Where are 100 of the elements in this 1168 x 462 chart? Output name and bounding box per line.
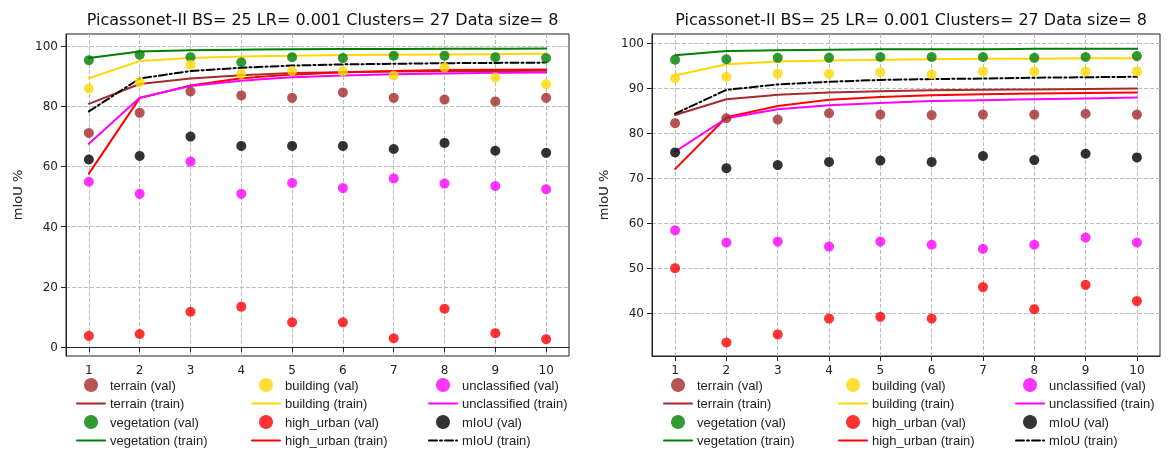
point — [824, 52, 835, 63]
x-tick-label: 3 — [186, 363, 195, 377]
point — [287, 66, 298, 77]
legend-label: vegetation (val) — [110, 414, 199, 430]
point — [541, 334, 552, 345]
legend-label: terrain (train) — [110, 396, 185, 411]
legend-label: mIoU (train) — [1049, 433, 1118, 448]
point — [1131, 296, 1142, 307]
point — [287, 52, 298, 63]
point — [772, 68, 783, 79]
x-tick-label: 3 — [773, 363, 782, 377]
y-axis-title: mIoU % — [10, 169, 26, 221]
point — [926, 156, 937, 167]
point — [977, 282, 988, 293]
point — [490, 180, 501, 191]
legend-label: mIoU (train) — [462, 433, 531, 448]
y-tick-label: 50 — [628, 261, 644, 276]
point — [83, 176, 94, 187]
point — [337, 140, 348, 151]
point — [236, 57, 247, 68]
point — [236, 188, 247, 199]
point — [1131, 51, 1142, 62]
point — [337, 66, 348, 77]
y-tick-label: 20 — [42, 279, 58, 294]
point — [926, 110, 937, 121]
legend-label: vegetation (train) — [697, 433, 795, 448]
point — [185, 156, 196, 167]
x-tick-label: 1 — [85, 363, 93, 377]
chart-title: Picassonet-II BS= 25 LR= 0.001 Clusters= 27 Data size= 8 — [86, 9, 559, 29]
point — [1131, 109, 1142, 120]
point — [134, 49, 145, 60]
point — [977, 109, 988, 120]
point — [1080, 51, 1091, 62]
point — [1080, 148, 1091, 159]
point — [1029, 52, 1040, 63]
point — [1080, 279, 1091, 290]
point — [388, 333, 399, 344]
point — [926, 239, 937, 250]
point — [824, 108, 835, 119]
y-tick-label: 0 — [50, 339, 58, 354]
point — [670, 118, 681, 129]
x-tick-label: 5 — [876, 363, 885, 377]
legend-label: high_urban (val) — [872, 414, 966, 430]
legend-label: building (train) — [872, 396, 955, 411]
point — [1080, 66, 1091, 77]
y-tick-label: 80 — [628, 126, 644, 141]
point — [388, 173, 399, 184]
y-tick-label: 60 — [628, 216, 644, 231]
point — [134, 77, 145, 88]
point — [1080, 108, 1091, 119]
point — [670, 225, 681, 236]
legend-label: mIoU (val) — [1049, 414, 1109, 430]
point — [388, 92, 399, 103]
point — [670, 147, 681, 158]
point — [541, 79, 552, 90]
point — [1131, 237, 1142, 248]
point — [439, 50, 450, 61]
point — [541, 147, 552, 158]
point — [721, 71, 732, 82]
point — [1131, 66, 1142, 77]
point — [772, 52, 783, 63]
point — [134, 329, 145, 340]
point — [1029, 155, 1040, 166]
point — [287, 177, 298, 188]
legend-label: building (train) — [285, 396, 368, 411]
legend-label: unclassified (val) — [462, 377, 559, 393]
point — [1029, 239, 1040, 250]
point — [1029, 66, 1040, 77]
point — [875, 109, 886, 120]
point — [236, 90, 247, 101]
point — [1029, 304, 1040, 315]
legend-label: vegetation (val) — [697, 414, 786, 430]
point — [83, 330, 94, 341]
point — [977, 66, 988, 77]
point — [875, 311, 886, 322]
point — [490, 96, 501, 107]
y-tick-label: 80 — [42, 99, 58, 114]
point — [185, 59, 196, 70]
legend-label: terrain (val) — [110, 377, 176, 393]
x-tick-label: 10 — [1129, 363, 1145, 377]
x-tick-label: 1 — [671, 363, 679, 377]
point — [541, 184, 552, 195]
x-tick-label: 10 — [538, 363, 554, 377]
x-tick-label: 7 — [389, 363, 398, 377]
point — [721, 113, 732, 124]
x-tick-label: 4 — [825, 363, 833, 377]
line-series — [674, 91, 1138, 171]
legend-label: unclassified (train) — [1049, 396, 1155, 411]
point — [236, 69, 247, 80]
point — [236, 140, 247, 151]
y-tick-label: 100 — [621, 36, 644, 51]
point — [388, 50, 399, 61]
point — [772, 114, 783, 125]
point — [977, 51, 988, 62]
point — [439, 62, 450, 73]
legend-label: high_urban (train) — [285, 433, 388, 448]
point — [875, 51, 886, 62]
point — [875, 236, 886, 247]
point — [772, 236, 783, 247]
point — [439, 137, 450, 148]
